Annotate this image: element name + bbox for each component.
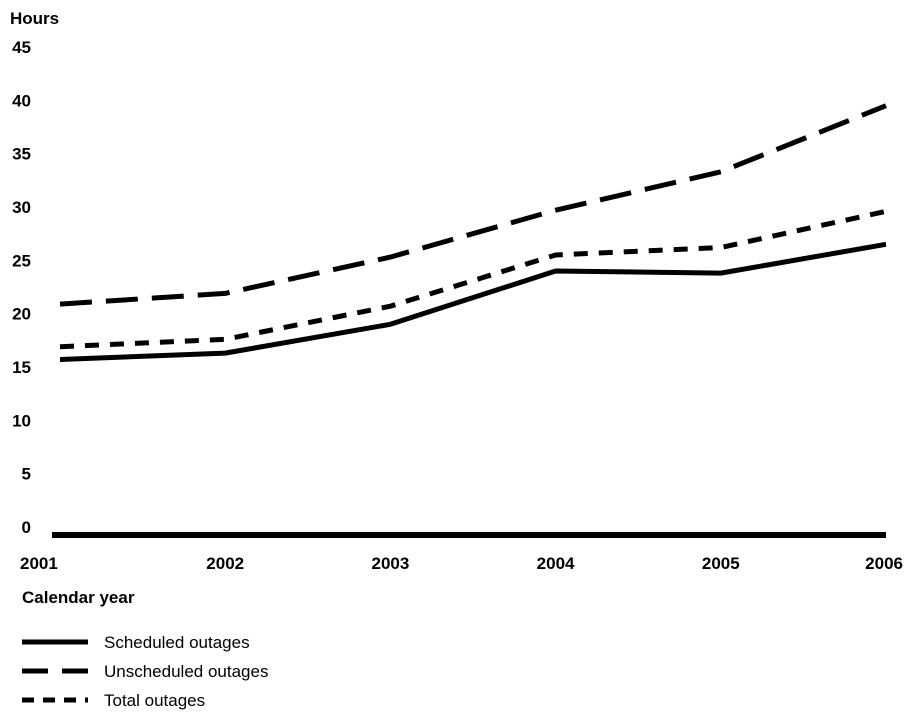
y-tick-label: 35 [12, 145, 31, 164]
x-tick-label: 2003 [371, 554, 409, 573]
x-tick-label: 2005 [702, 554, 740, 573]
y-tick-label: 45 [12, 38, 31, 57]
series-line-2 [59, 103, 887, 307]
y-tick-label: 15 [12, 358, 31, 377]
y-tick-label: 0 [22, 518, 31, 537]
y-axis-title: Hours [10, 9, 59, 28]
x-axis-title: Calendar year [22, 588, 135, 607]
series-line-3 [59, 208, 887, 350]
y-tick-label: 40 [12, 91, 31, 110]
legend: Scheduled outages Unscheduled outages Tota… [22, 633, 268, 710]
legend-label-3: Total outages [104, 691, 205, 710]
x-tick-label: 2002 [206, 554, 244, 573]
y-tick-label: 25 [12, 251, 31, 270]
y-tick-label: 20 [12, 305, 31, 324]
x-tick-label: 2001 [20, 554, 58, 573]
x-axis-ticks: 2001 2002 2003 2004 2005 2006 [20, 554, 903, 573]
series-line-1 [59, 241, 887, 362]
legend-label-1: Scheduled outages [104, 633, 250, 652]
y-tick-label: 10 [12, 411, 31, 430]
y-tick-label: 5 [22, 465, 31, 484]
y-tick-label: 30 [12, 198, 31, 217]
x-tick-label: 2004 [537, 554, 575, 573]
y-axis-ticks: 0 5 10 15 20 25 30 35 40 45 [12, 38, 31, 537]
legend-label-2: Unscheduled outages [104, 662, 268, 681]
series-lines [59, 103, 887, 362]
x-tick-label: 2006 [865, 554, 903, 573]
